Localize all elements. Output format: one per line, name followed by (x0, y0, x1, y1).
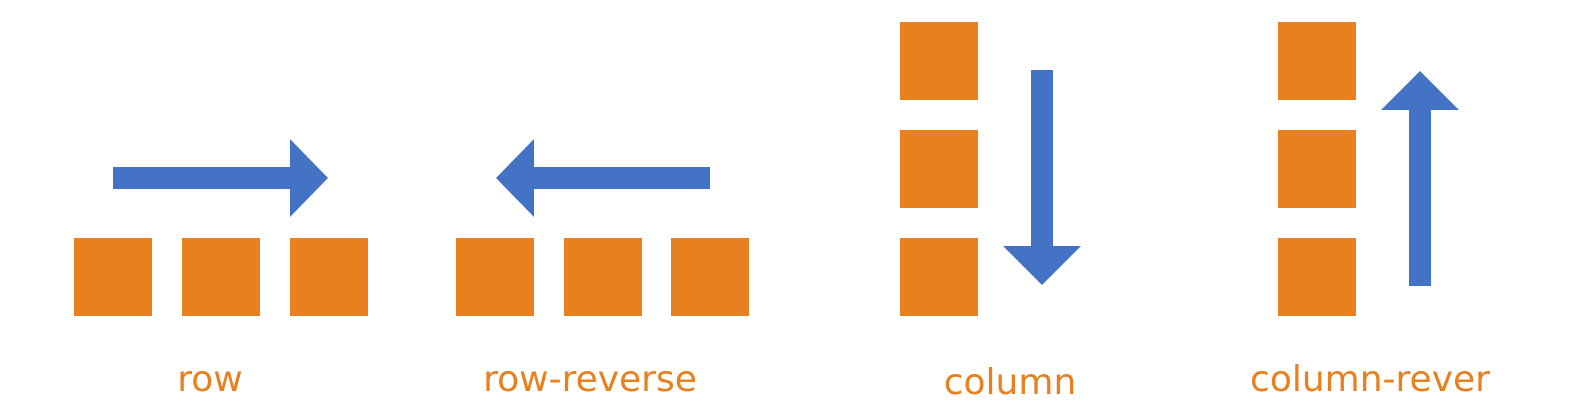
arrow-right-icon (113, 139, 328, 217)
panel-row (74, 139, 368, 316)
column-reverse-box-3 (1278, 238, 1356, 316)
arrow-down-icon (1003, 70, 1081, 285)
panel-row-reverse (456, 139, 749, 316)
label-column: column (943, 362, 1077, 403)
row-reverse-box-2 (564, 238, 642, 316)
panel-column (900, 22, 1081, 316)
label-column-reverse: column-rever (1250, 359, 1490, 400)
column-reverse-box-2 (1278, 130, 1356, 208)
column-box-2 (900, 130, 978, 208)
column-box-1 (900, 22, 978, 100)
column-box-3 (900, 238, 978, 316)
label-row: row (177, 359, 243, 400)
row-box-2 (182, 238, 260, 316)
row-reverse-box-1 (456, 238, 534, 316)
label-row-reverse: row-reverse (483, 359, 697, 400)
panel-column-reverse (1278, 22, 1459, 316)
arrow-left-icon (496, 139, 710, 217)
arrow-up-icon (1381, 71, 1459, 286)
column-reverse-box-1 (1278, 22, 1356, 100)
row-reverse-box-3 (671, 238, 749, 316)
row-box-1 (74, 238, 152, 316)
row-box-3 (290, 238, 368, 316)
